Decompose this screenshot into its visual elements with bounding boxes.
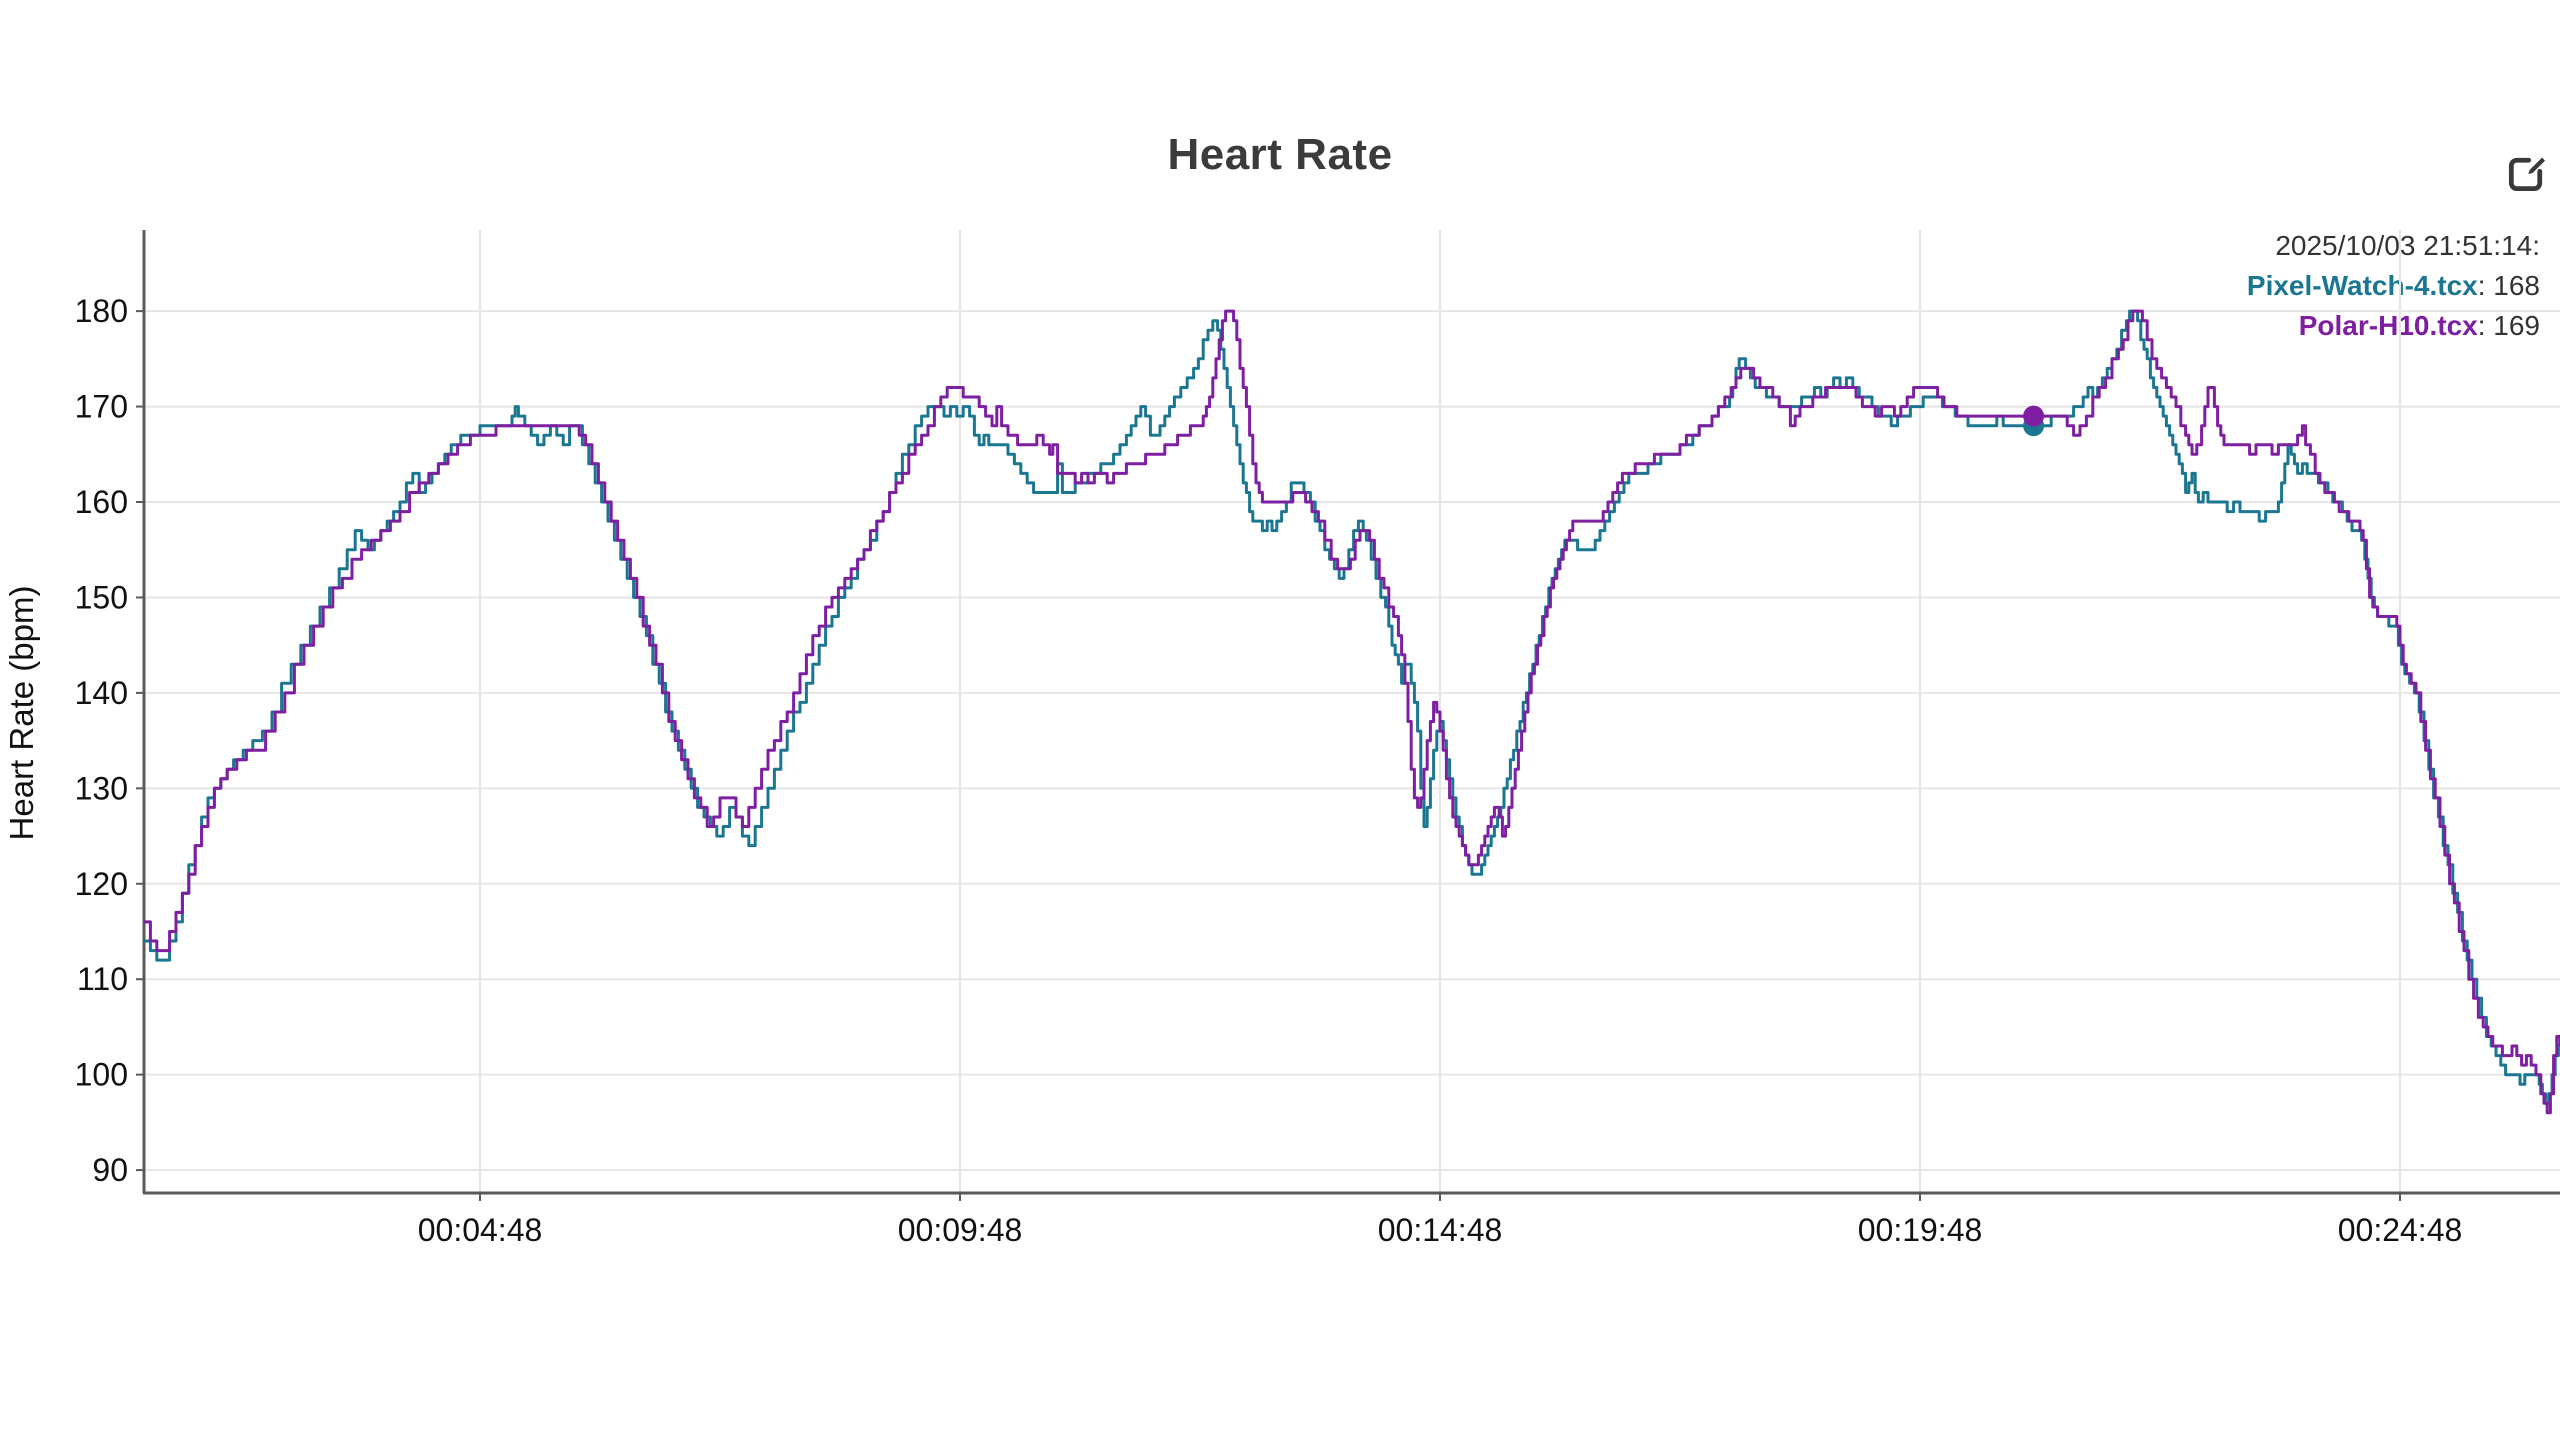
tooltip-row-pixel-watch: Pixel-Watch-4.tcx: 168 <box>2247 266 2540 306</box>
x-tick-label: 00:19:48 <box>1858 1212 1983 1248</box>
y-tick-label: 180 <box>75 293 128 329</box>
x-tick-label: 00:24:48 <box>2338 1212 2463 1248</box>
hover-tooltip: 2025/10/03 21:51:14: Pixel-Watch-4.tcx: … <box>2247 226 2540 346</box>
x-tick-label: 00:14:48 <box>1378 1212 1503 1248</box>
tooltip-series-value-polar-h10: 169 <box>2493 310 2540 341</box>
tooltip-series-label-pixel-watch: Pixel-Watch-4.tcx <box>2246 270 2478 301</box>
y-tick-label: 120 <box>75 866 128 902</box>
y-tick-label: 160 <box>75 484 128 520</box>
y-tick-label: 130 <box>75 770 128 806</box>
tooltip-row-polar-h10: Polar-H10.tcx: 169 <box>2247 306 2540 346</box>
y-tick-label: 150 <box>75 579 128 615</box>
tooltip-series-label-polar-h10: Polar-H10.tcx <box>2298 310 2478 341</box>
hover-marker-polar-h10-tcx <box>2023 405 2045 427</box>
y-tick-label: 90 <box>92 1152 128 1188</box>
y-tick-label: 170 <box>75 389 128 425</box>
tooltip-separator: : <box>2477 270 2494 301</box>
chart-title: Heart Rate <box>1167 130 1393 179</box>
tooltip-series-value-pixel-watch: 168 <box>2493 270 2540 301</box>
y-tick-label: 140 <box>75 675 128 711</box>
series-line-polar-h10-tcx <box>144 309 2560 1115</box>
x-tick-label: 00:09:48 <box>898 1212 1023 1248</box>
y-tick-label: 100 <box>75 1057 128 1093</box>
tooltip-timestamp: 2025/10/03 21:51:14: <box>2275 230 2540 261</box>
tooltip-separator: : <box>2477 310 2494 341</box>
y-tick-label: 110 <box>77 961 128 997</box>
x-tick-label: 00:04:48 <box>418 1212 543 1248</box>
edit-chart-button[interactable] <box>2504 152 2548 196</box>
series-line-pixel-watch-4-tcx <box>144 309 2560 1105</box>
edit-icon <box>2508 157 2546 192</box>
